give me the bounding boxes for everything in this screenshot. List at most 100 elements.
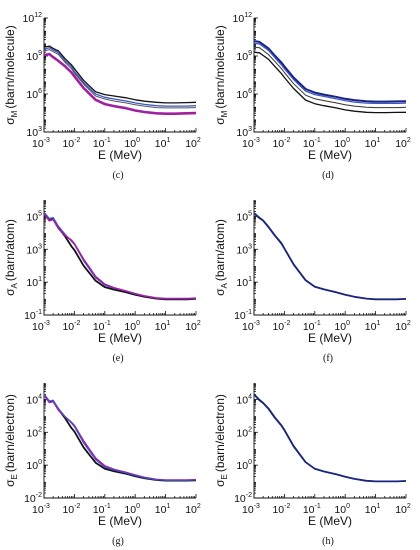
x-tick-base: 10 bbox=[155, 138, 167, 150]
x-tick-base: 10 bbox=[334, 504, 346, 516]
y-axis-unit: (barn/electron) bbox=[3, 394, 17, 472]
series-line-3 bbox=[43, 393, 197, 481]
x-tick-label: 10-3 bbox=[242, 320, 260, 333]
series-line-3 bbox=[43, 49, 197, 109]
x-tick-exponent: -2 bbox=[284, 503, 290, 510]
x-tick-base: 10 bbox=[365, 321, 377, 333]
y-tick-label: 109 bbox=[236, 50, 252, 63]
panel-label: (g) bbox=[112, 536, 124, 547]
x-tick-label: 101 bbox=[155, 137, 171, 150]
y-tick-base: 10 bbox=[26, 277, 38, 289]
y-tick-base: 10 bbox=[23, 13, 35, 25]
y-tick-base: 10 bbox=[26, 127, 38, 139]
y-axis-subscript: M bbox=[220, 110, 229, 117]
axis-frame bbox=[253, 18, 406, 133]
x-tick-exponent: 1 bbox=[166, 503, 170, 510]
y-tick-base: 10 bbox=[236, 394, 248, 406]
y-tick-exponent: 3 bbox=[38, 243, 42, 250]
x-tick-label: 10-1 bbox=[303, 503, 321, 516]
x-tick-base: 10 bbox=[124, 504, 136, 516]
x-tick-base: 10 bbox=[303, 138, 315, 150]
x-tick-label: 101 bbox=[365, 137, 381, 150]
y-tick-base: 10 bbox=[236, 460, 248, 472]
y-tick-base: 10 bbox=[236, 211, 248, 223]
y-axis-subscript: E bbox=[10, 474, 19, 479]
x-tick-base: 10 bbox=[93, 504, 105, 516]
y-tick-label: 10-2 bbox=[234, 492, 252, 505]
series-line-1 bbox=[253, 212, 407, 300]
y-tick-base: 10 bbox=[26, 244, 38, 256]
y-tick-base: 10 bbox=[24, 310, 36, 322]
x-tick-label: 102 bbox=[185, 503, 201, 516]
series-line-1 bbox=[43, 212, 197, 301]
x-tick-base: 10 bbox=[303, 321, 315, 333]
x-tick-base: 10 bbox=[155, 321, 167, 333]
y-axis-label: σA(barn/atom) bbox=[213, 219, 229, 296]
x-tick-base: 10 bbox=[272, 504, 284, 516]
x-tick-label: 10-3 bbox=[242, 503, 260, 516]
x-tick-exponent: -2 bbox=[74, 137, 80, 144]
y-tick-exponent: -2 bbox=[246, 492, 252, 499]
x-tick-exponent: -2 bbox=[74, 320, 80, 327]
x-tick-label: 10-2 bbox=[272, 320, 290, 333]
panel-label: (e) bbox=[112, 353, 123, 364]
x-tick-exponent: 0 bbox=[346, 320, 350, 327]
x-tick-exponent: 1 bbox=[376, 320, 380, 327]
x-tick-label: 100 bbox=[334, 137, 350, 150]
x-tick-base: 10 bbox=[185, 504, 197, 516]
y-axis-symbol: σ bbox=[213, 117, 227, 125]
y-axis-unit: (barn/electron) bbox=[213, 394, 227, 472]
x-tick-exponent: -3 bbox=[44, 320, 50, 327]
x-tick-base: 10 bbox=[93, 321, 105, 333]
y-tick-label: 103 bbox=[26, 243, 42, 256]
y-axis-label: σM (barn/molecule) bbox=[3, 25, 19, 124]
y-tick-label: 10-2 bbox=[24, 492, 42, 505]
y-axis-subscript: A bbox=[10, 282, 19, 288]
x-tick-label: 10-1 bbox=[93, 320, 111, 333]
x-axis-label: E (MeV) bbox=[308, 514, 352, 528]
y-tick-base: 10 bbox=[26, 51, 38, 63]
x-tick-base: 10 bbox=[62, 138, 74, 150]
y-tick-exponent: 3 bbox=[248, 126, 252, 133]
y-tick-base: 10 bbox=[26, 89, 38, 101]
x-tick-label: 101 bbox=[155, 503, 171, 516]
y-tick-exponent: 6 bbox=[38, 88, 42, 95]
x-tick-base: 10 bbox=[32, 321, 44, 333]
x-tick-label: 10-3 bbox=[242, 137, 260, 150]
panel-label: (h) bbox=[322, 536, 334, 547]
y-axis-unit: (barn/molecule) bbox=[3, 25, 17, 108]
y-tick-base: 10 bbox=[26, 394, 38, 406]
x-tick-exponent: -1 bbox=[315, 320, 321, 327]
y-tick-exponent: 3 bbox=[248, 243, 252, 250]
y-axis-subscript: E bbox=[220, 474, 229, 479]
y-tick-base: 10 bbox=[26, 211, 38, 223]
x-tick-exponent: -1 bbox=[315, 503, 321, 510]
series-line-1 bbox=[43, 45, 197, 104]
x-tick-exponent: 2 bbox=[407, 137, 411, 144]
x-tick-exponent: -1 bbox=[105, 503, 111, 510]
x-tick-base: 10 bbox=[303, 504, 315, 516]
x-tick-exponent: 2 bbox=[407, 503, 411, 510]
y-tick-exponent: 12 bbox=[34, 12, 42, 19]
x-tick-label: 10-3 bbox=[32, 137, 50, 150]
y-tick-label: 103 bbox=[236, 243, 252, 256]
x-tick-base: 10 bbox=[32, 138, 44, 150]
x-tick-label: 10-2 bbox=[62, 503, 80, 516]
y-tick-exponent: 4 bbox=[38, 393, 42, 400]
x-tick-exponent: -1 bbox=[105, 137, 111, 144]
x-axis-label: E (MeV) bbox=[98, 331, 142, 345]
y-tick-exponent: -1 bbox=[36, 309, 42, 316]
y-tick-label: 1012 bbox=[233, 12, 253, 25]
series-line-3 bbox=[253, 46, 407, 109]
series-line-4 bbox=[253, 51, 407, 114]
y-tick-exponent: 3 bbox=[38, 126, 42, 133]
y-tick-label: 10-1 bbox=[234, 309, 252, 322]
series-line-2 bbox=[43, 394, 197, 481]
x-tick-base: 10 bbox=[62, 321, 74, 333]
x-tick-label: 100 bbox=[334, 503, 350, 516]
x-tick-base: 10 bbox=[155, 504, 167, 516]
x-tick-label: 102 bbox=[395, 503, 411, 516]
y-tick-label: 109 bbox=[26, 50, 42, 63]
x-tick-base: 10 bbox=[242, 321, 254, 333]
